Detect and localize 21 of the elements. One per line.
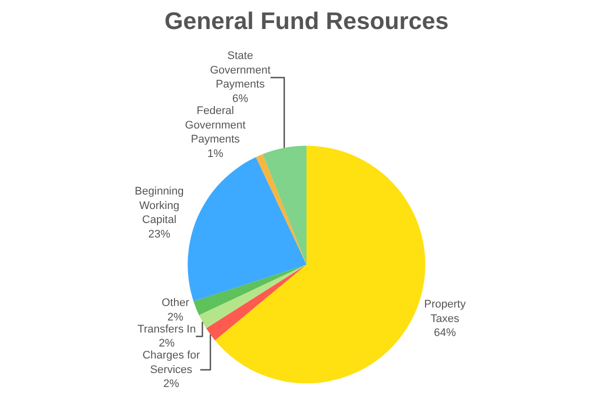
slice-label: Other [162, 296, 190, 309]
pie-slice [199, 264, 306, 328]
chart-title: General Fund Resources [164, 8, 449, 35]
data-label: 2% [163, 378, 180, 390]
data-label: 1% [207, 148, 224, 160]
slice-label: Charges for Services [142, 350, 200, 376]
pie-slice [194, 264, 306, 316]
data-label: 6% [232, 93, 248, 105]
data-label: 2% [158, 338, 175, 350]
slice-label: Federal Government Payments [185, 105, 246, 146]
data-label: 2% [167, 311, 184, 324]
slice-label: State Government Payments [210, 50, 271, 91]
pie-slice [206, 264, 306, 340]
data-label: 64% [434, 327, 456, 340]
pie-slice [262, 146, 306, 265]
slice-label: Beginning Working Capital [134, 186, 184, 226]
pie-slice [256, 154, 306, 265]
slice-label: Property Taxes [424, 298, 466, 325]
slice-label: Transfers In [138, 323, 196, 336]
data-label: 23% [148, 228, 170, 241]
pie-slice [188, 157, 306, 302]
